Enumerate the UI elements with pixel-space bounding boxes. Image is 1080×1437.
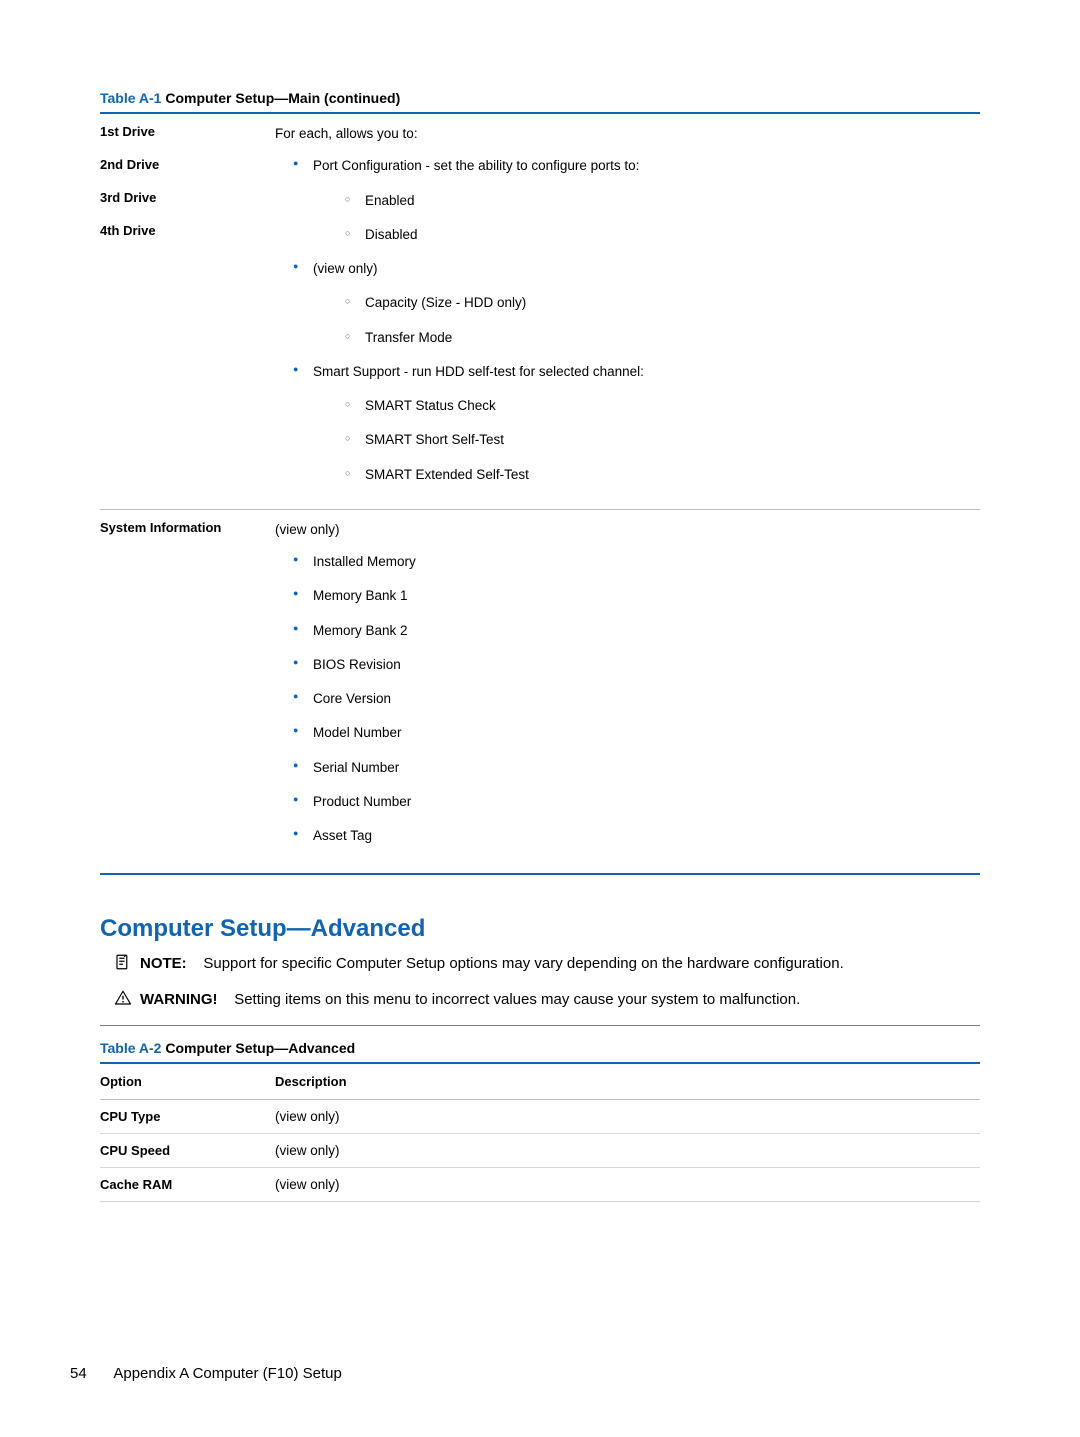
desc-0: (view only) — [275, 1099, 980, 1133]
table-a2-caption: Table A-2 Computer Setup—Advanced — [100, 1040, 980, 1056]
b2-s1: Capacity (Size - HDD only) — [345, 293, 974, 313]
b1-s2: Disabled — [345, 225, 974, 245]
table-a2-number: Table A-2 — [100, 1040, 161, 1056]
b3: Smart Support - run HDD self-test for se… — [313, 364, 644, 379]
sysinfo-label: System Information — [100, 509, 275, 870]
b1-s1: Enabled — [345, 191, 974, 211]
warning-text: Setting items on this menu to incorrect … — [234, 991, 800, 1008]
opt-0: CPU Type — [100, 1099, 275, 1133]
b2-s2: Transfer Mode — [345, 328, 974, 348]
sysinfo-2: Memory Bank 2 — [293, 621, 974, 641]
table-a1-number: Table A-1 — [100, 90, 161, 106]
rule-after-warning — [100, 1025, 980, 1026]
row2-intro: (view only) — [275, 520, 974, 540]
table-a2: Option Description CPU Type (view only) … — [100, 1064, 980, 1202]
th-description: Description — [275, 1064, 980, 1100]
sysinfo-1: Memory Bank 1 — [293, 586, 974, 606]
opt-1: CPU Speed — [100, 1133, 275, 1167]
table-row: 1st Drive 2nd Drive 3rd Drive 4th Drive … — [100, 114, 980, 509]
row2-bullets: Installed Memory Memory Bank 1 Memory Ba… — [275, 552, 974, 846]
b3-s1: SMART Status Check — [345, 396, 974, 416]
note-icon — [114, 953, 132, 978]
desc-2: (view only) — [275, 1167, 980, 1201]
row1-bullets: Port Configuration - set the ability to … — [275, 156, 974, 485]
drive-labels: 1st Drive 2nd Drive 3rd Drive 4th Drive — [100, 124, 269, 238]
table-a1-caption: Table A-1 Computer Setup—Main (continued… — [100, 90, 980, 106]
warning-label: WARNING! — [140, 991, 218, 1008]
note-label: NOTE: — [140, 955, 187, 972]
table-row: CPU Speed (view only) — [100, 1133, 980, 1167]
table-row: CPU Type (view only) — [100, 1099, 980, 1133]
row1-intro: For each, allows you to: — [275, 124, 974, 144]
sysinfo-5: Model Number — [293, 723, 974, 743]
note-text: Support for specific Computer Setup opti… — [203, 955, 843, 972]
table-row: System Information (view only) Installed… — [100, 509, 980, 870]
drive-2: 2nd Drive — [100, 157, 269, 172]
warning-block: WARNING! Setting items on this menu to i… — [100, 989, 980, 1011]
drive-4: 4th Drive — [100, 223, 269, 238]
drive-1: 1st Drive — [100, 124, 269, 139]
sysinfo-4: Core Version — [293, 689, 974, 709]
table-header-row: Option Description — [100, 1064, 980, 1100]
th-option: Option — [100, 1064, 275, 1100]
page-footer: 54 Appendix A Computer (F10) Setup — [70, 1365, 342, 1382]
sysinfo-6: Serial Number — [293, 758, 974, 778]
warning-icon — [114, 989, 132, 1014]
sysinfo-0: Installed Memory — [293, 552, 974, 572]
table-a1: 1st Drive 2nd Drive 3rd Drive 4th Drive … — [100, 114, 980, 870]
footer-text: Appendix A Computer (F10) Setup — [113, 1365, 341, 1382]
b3-s2: SMART Short Self-Test — [345, 430, 974, 450]
drive-3: 3rd Drive — [100, 190, 269, 205]
section-heading-advanced: Computer Setup—Advanced — [100, 915, 980, 943]
sysinfo-7: Product Number — [293, 792, 974, 812]
table-row: Cache RAM (view only) — [100, 1167, 980, 1201]
document-page: Table A-1 Computer Setup—Main (continued… — [0, 0, 1080, 1437]
sysinfo-8: Asset Tag — [293, 826, 974, 846]
b1: Port Configuration - set the ability to … — [313, 158, 639, 173]
table-bottom-rule — [100, 873, 980, 875]
table-a2-title: Computer Setup—Advanced — [165, 1040, 355, 1056]
desc-1: (view only) — [275, 1133, 980, 1167]
page-number: 54 — [70, 1365, 110, 1382]
opt-2: Cache RAM — [100, 1167, 275, 1201]
table-a1-title: Computer Setup—Main (continued) — [165, 90, 400, 106]
sysinfo-3: BIOS Revision — [293, 655, 974, 675]
b2: (view only) — [313, 261, 378, 276]
b3-s3: SMART Extended Self-Test — [345, 465, 974, 485]
note-block: NOTE: Support for specific Computer Setu… — [100, 953, 980, 975]
